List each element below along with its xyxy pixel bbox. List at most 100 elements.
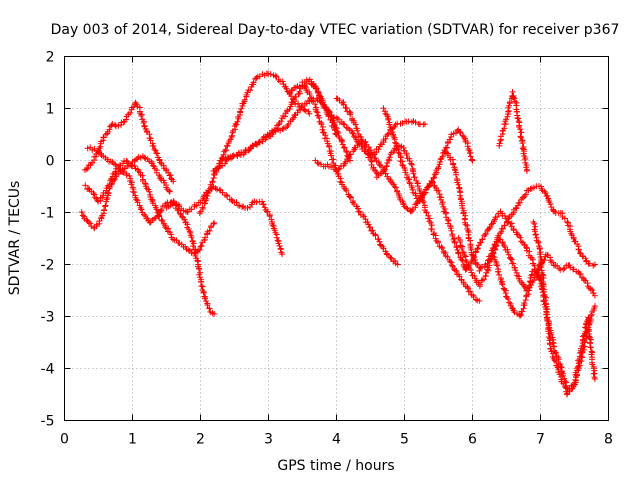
data-point	[82, 182, 89, 189]
data-point	[291, 112, 298, 119]
data-point	[381, 166, 388, 173]
data-point	[539, 271, 546, 278]
data-point	[194, 257, 201, 264]
data-point	[536, 245, 543, 252]
data-point	[549, 259, 556, 266]
data-point	[456, 192, 463, 199]
data-point	[272, 72, 279, 79]
data-point	[517, 234, 524, 241]
data-point	[335, 166, 342, 173]
data-point	[160, 220, 167, 227]
data-point	[493, 261, 500, 268]
data-point	[368, 158, 375, 165]
data-point	[202, 295, 209, 302]
data-point	[474, 245, 481, 252]
data-point	[429, 179, 436, 186]
data-point	[138, 112, 145, 119]
data-point	[591, 292, 598, 299]
data-point	[435, 187, 442, 194]
data-point	[271, 227, 278, 234]
data-point	[196, 271, 203, 278]
data-point	[435, 163, 442, 170]
data-point	[313, 95, 320, 102]
data-point	[575, 246, 582, 253]
x-tick-label: 1	[128, 432, 137, 448]
data-point	[216, 186, 223, 193]
data-point	[264, 208, 271, 215]
data-point	[151, 215, 158, 222]
data-point	[404, 205, 411, 212]
data-point	[568, 385, 575, 392]
data-point	[158, 216, 165, 223]
data-point	[541, 257, 548, 264]
data-point	[464, 283, 471, 290]
data-point	[177, 210, 184, 217]
data-point	[346, 108, 353, 115]
data-point	[465, 263, 472, 270]
data-point	[456, 273, 463, 280]
data-point	[382, 135, 389, 142]
data-point	[103, 196, 110, 203]
data-point	[403, 204, 410, 211]
data-point	[316, 114, 323, 121]
data-point	[306, 90, 313, 97]
data-point	[185, 247, 192, 254]
data-point	[85, 219, 92, 226]
data-point	[519, 140, 526, 147]
data-point	[313, 108, 320, 115]
data-point	[261, 204, 268, 211]
data-point	[447, 225, 454, 232]
y-tick-label: -2	[41, 258, 55, 274]
data-point	[146, 188, 153, 195]
data-point	[542, 297, 549, 304]
data-point	[538, 264, 545, 271]
data-point	[364, 219, 371, 226]
data-point	[578, 342, 585, 349]
data-point	[589, 287, 596, 294]
data-point	[101, 206, 108, 213]
data-point	[523, 244, 530, 251]
data-point	[406, 157, 413, 164]
data-point	[196, 266, 203, 273]
data-point	[365, 221, 372, 228]
data-point	[536, 275, 543, 282]
data-point	[544, 305, 551, 312]
data-point	[84, 165, 91, 172]
data-point	[347, 111, 354, 118]
data-point	[503, 116, 510, 123]
data-point	[504, 249, 511, 256]
data-point	[159, 217, 166, 224]
data-point	[390, 125, 397, 132]
data-point	[455, 181, 462, 188]
x-axis-label: GPS time / hours	[277, 458, 394, 474]
data-point	[387, 254, 394, 261]
data-point	[210, 220, 217, 227]
data-point	[260, 201, 267, 208]
data-point	[79, 212, 86, 219]
data-point	[312, 101, 319, 108]
data-point	[186, 228, 193, 235]
data-point	[349, 129, 356, 136]
data-point	[92, 153, 99, 160]
data-point	[453, 244, 460, 251]
data-point	[83, 166, 90, 173]
grid	[64, 56, 609, 421]
data-point	[506, 299, 513, 306]
data-point	[474, 246, 481, 253]
y-tick-label: -5	[41, 414, 55, 430]
data-point	[453, 267, 460, 274]
data-point	[224, 193, 231, 200]
axis-ticks: 0 1 2 3 4 5 6 7 8 -5 -4 -3 -2 -1 0 1 2	[41, 50, 613, 448]
data-point	[299, 102, 306, 109]
data-point	[279, 251, 286, 258]
data-point	[158, 206, 165, 213]
data-point	[575, 360, 582, 367]
data-point	[569, 385, 576, 392]
x-tick-label: 8	[604, 432, 613, 448]
data-point	[274, 237, 281, 244]
data-point	[472, 260, 479, 267]
data-point	[507, 255, 514, 262]
data-point	[585, 314, 592, 321]
data-point	[78, 209, 85, 216]
chart-title: Day 003 of 2014, Sidereal Day-to-day VTE…	[51, 22, 620, 38]
